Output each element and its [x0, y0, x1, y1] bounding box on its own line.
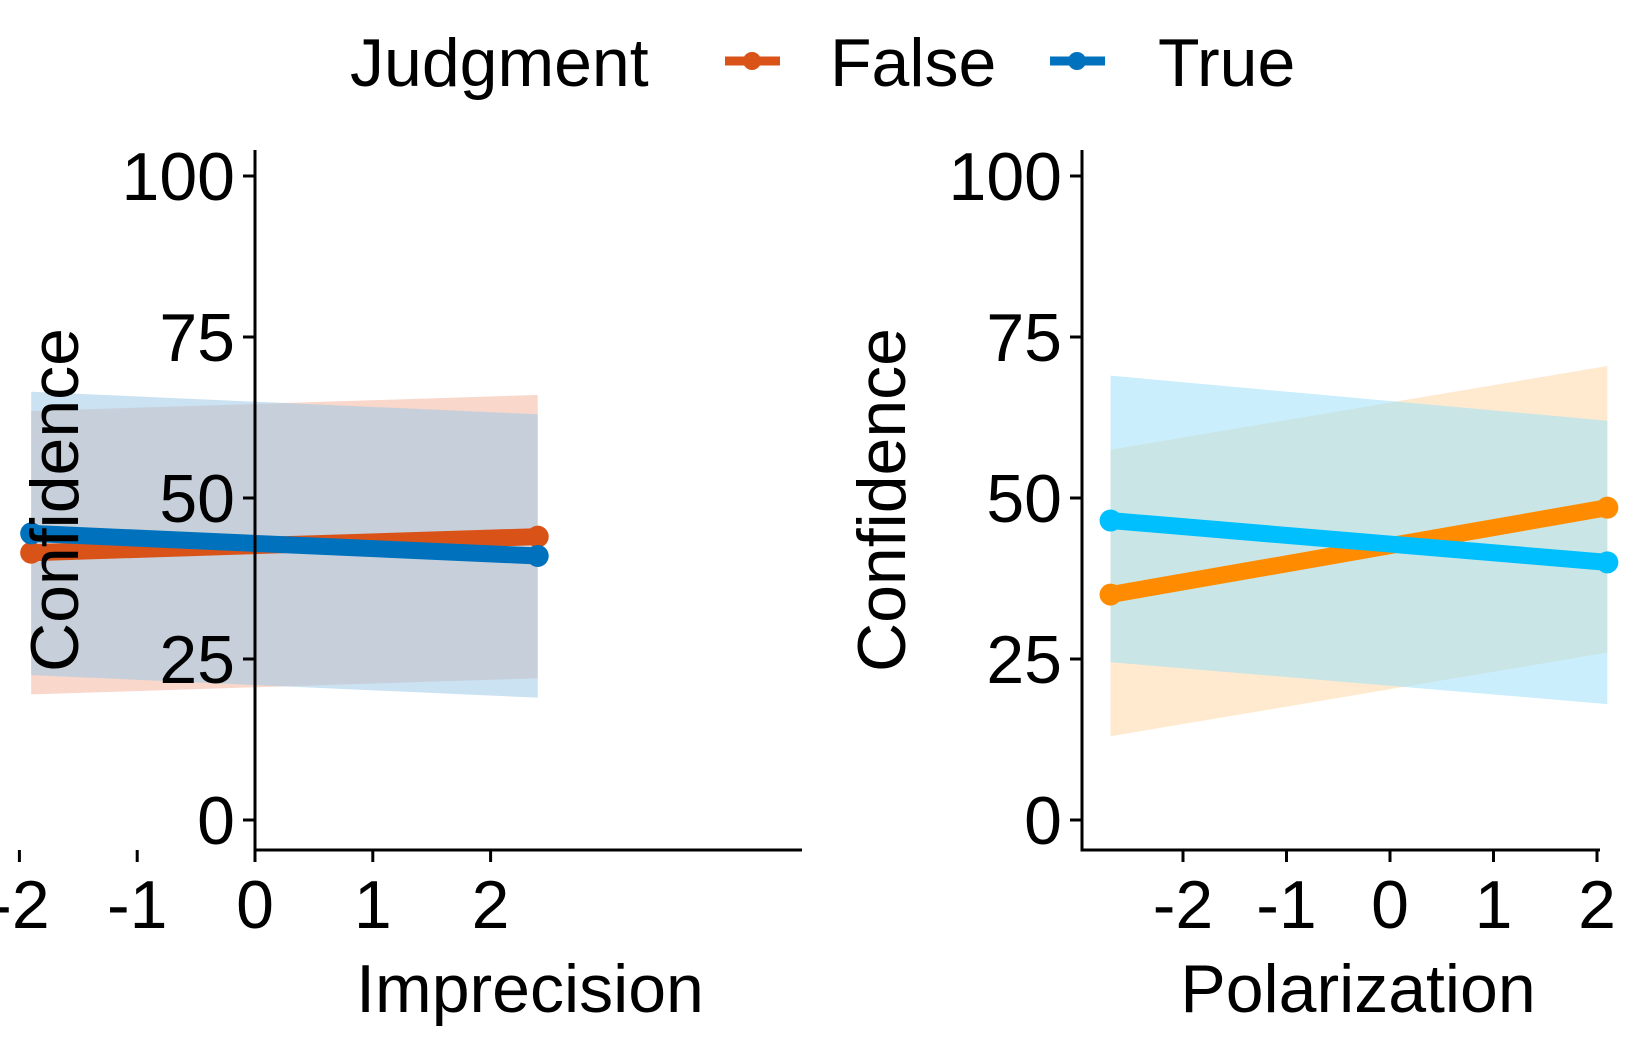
x-tick-label: 2: [472, 867, 510, 943]
x-tick-label: 1: [1475, 867, 1513, 943]
data-point-false: [20, 541, 43, 564]
data-point-true: [1099, 509, 1122, 532]
x-tick-label: -2: [1153, 867, 1213, 943]
x-tick-label: 2: [1578, 867, 1616, 943]
x-tick-label: 1: [354, 867, 392, 943]
y-axis-label: Confidence: [844, 328, 920, 672]
data-point-false: [1596, 496, 1619, 519]
data-point-false: [526, 525, 549, 548]
legend-key-point: [1068, 52, 1086, 70]
y-tick-label: 0: [1024, 783, 1062, 859]
data-point-true: [20, 522, 43, 545]
y-axis-label: Confidence: [17, 328, 93, 672]
x-tick-label: -1: [1256, 867, 1316, 943]
y-tick-label: 50: [159, 461, 235, 537]
legend-title: Judgment: [350, 25, 649, 101]
y-tick-label: 25: [986, 622, 1062, 698]
legend-key-false: [725, 52, 780, 70]
data-point-true: [526, 544, 549, 567]
y-tick-label: 0: [197, 783, 235, 859]
x-axis-label: Imprecision: [356, 951, 704, 1027]
x-tick-label: -2: [0, 867, 50, 943]
x-tick-label: -1: [107, 867, 167, 943]
y-tick-label: 75: [986, 300, 1062, 376]
series-line-false: [1102, 499, 1616, 604]
data-point-false: [1099, 583, 1122, 606]
legend: Judgment False True: [350, 25, 1295, 101]
y-tick-label: 100: [122, 139, 235, 215]
y-tick-label: 50: [986, 461, 1062, 537]
y-tick-label: 100: [949, 139, 1062, 215]
y-tick-label: 75: [159, 300, 235, 376]
x-tick-label: 0: [236, 867, 274, 943]
x-tick-label: 0: [1371, 867, 1409, 943]
series-line-true: [1102, 512, 1616, 571]
legend-label-false: False: [830, 25, 996, 101]
legend-key-point: [743, 52, 761, 70]
y-tick-label: 25: [159, 622, 235, 698]
legend-label-true: True: [1158, 25, 1295, 101]
panel-imprecision: 0 25 50 75 100 -2 -1 0 1 2 Imprecision Confidence: [0, 139, 802, 1027]
data-point-true: [1596, 551, 1619, 574]
x-axis-label: Polarization: [1180, 951, 1535, 1027]
legend-key-true: [1050, 52, 1105, 70]
series-line-true: [22, 524, 547, 565]
